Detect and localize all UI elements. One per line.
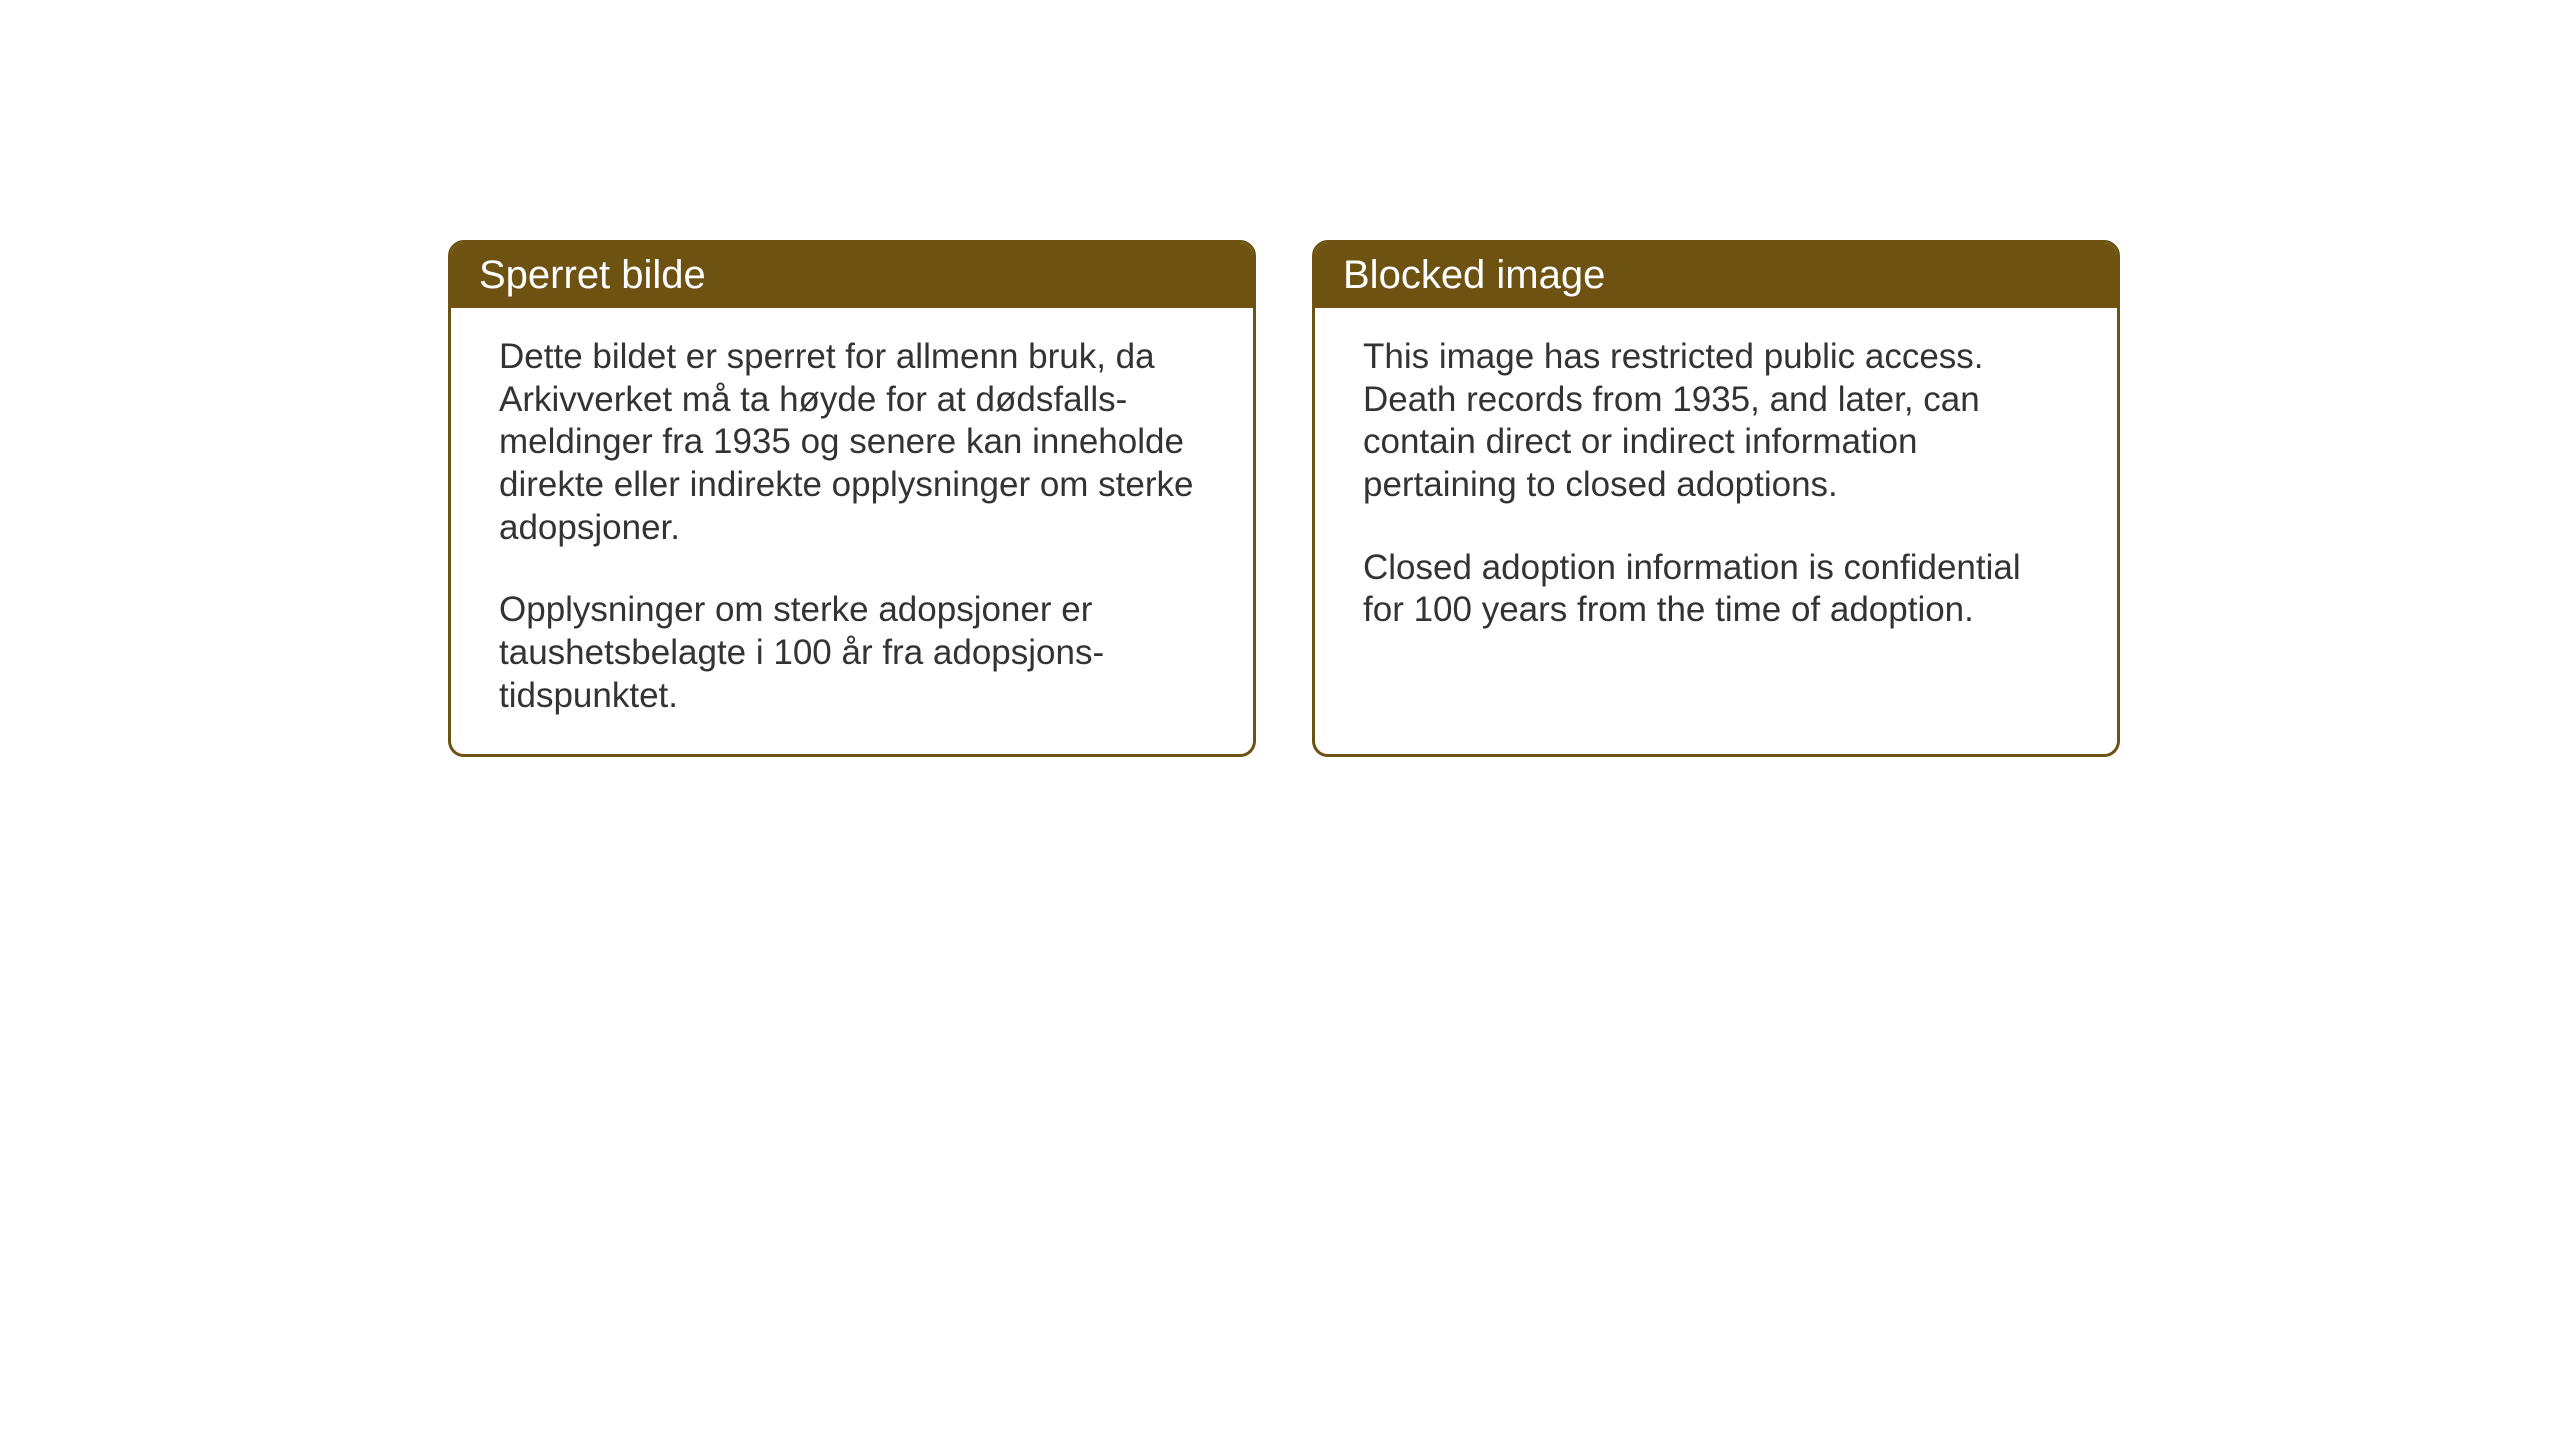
notice-title-english: Blocked image	[1343, 253, 1605, 297]
notice-box-norwegian: Sperret bilde Dette bildet er sperret fo…	[448, 240, 1256, 757]
notice-body-norwegian: Dette bildet er sperret for allmenn bruk…	[451, 308, 1253, 754]
notice-container: Sperret bilde Dette bildet er sperret fo…	[448, 240, 2120, 757]
notice-header-english: Blocked image	[1315, 243, 2117, 308]
notice-header-norwegian: Sperret bilde	[451, 243, 1253, 308]
notice-paragraph-1-english: This image has restricted public access.…	[1363, 336, 2069, 507]
notice-title-norwegian: Sperret bilde	[479, 253, 706, 297]
notice-box-english: Blocked image This image has restricted …	[1312, 240, 2120, 757]
notice-paragraph-1-norwegian: Dette bildet er sperret for allmenn bruk…	[499, 336, 1205, 549]
notice-paragraph-2-norwegian: Opplysninger om sterke adopsjoner er tau…	[499, 589, 1205, 717]
notice-paragraph-2-english: Closed adoption information is confident…	[1363, 547, 2069, 632]
notice-body-english: This image has restricted public access.…	[1315, 308, 2117, 748]
